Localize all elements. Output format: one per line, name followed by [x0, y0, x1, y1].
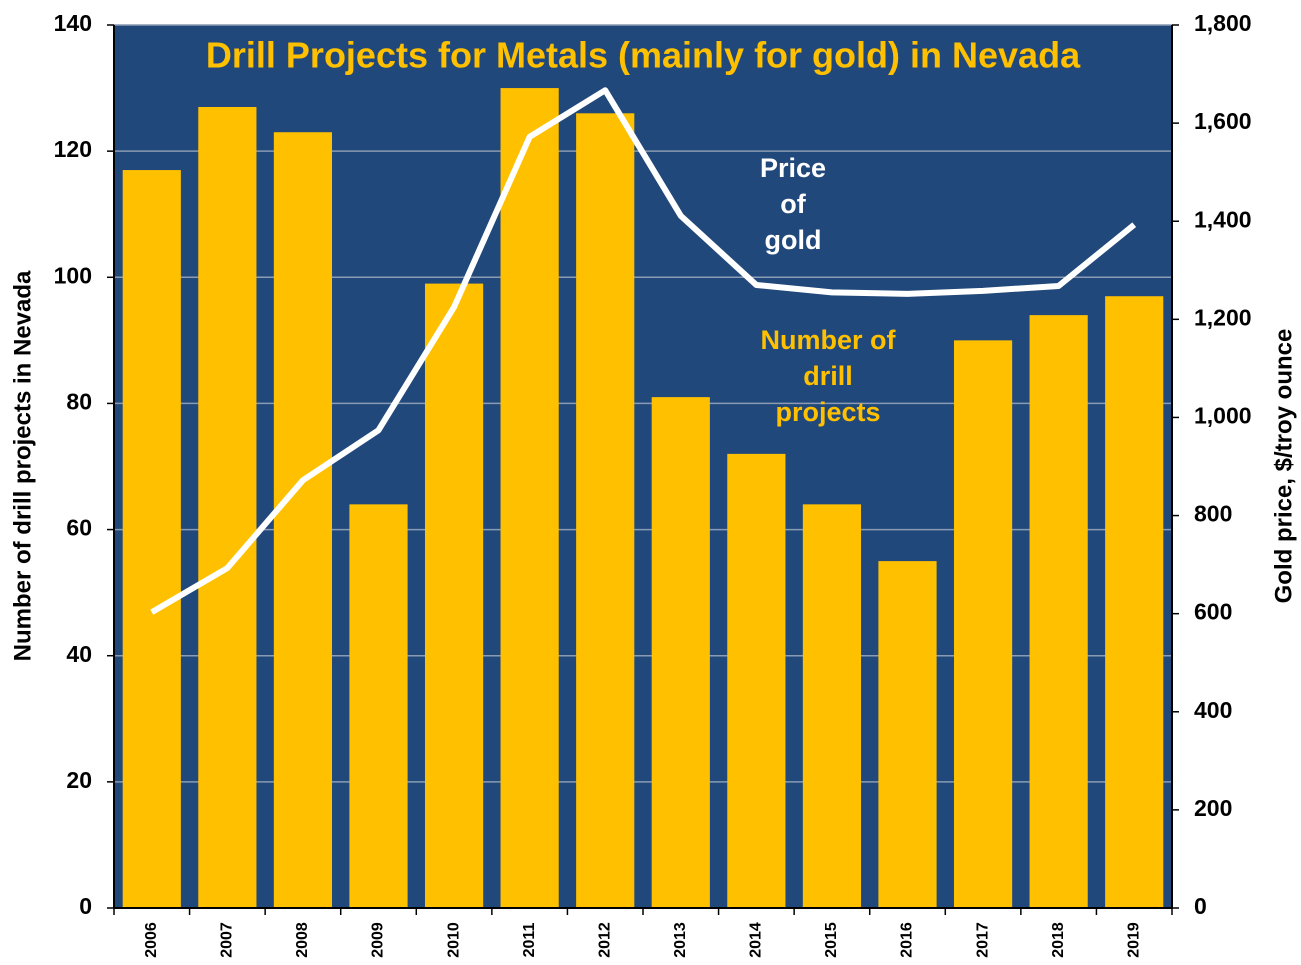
y2-tick-label: 800	[1194, 501, 1232, 527]
annotation: Price	[760, 153, 826, 183]
x-tick-label: 2011	[521, 923, 538, 958]
y-tick-label: 80	[66, 389, 92, 415]
x-tick-label: 2013	[672, 922, 689, 958]
x-tick-label: 2009	[370, 922, 387, 958]
annotation: projects	[775, 397, 880, 427]
x-tick-label: 2012	[596, 922, 613, 958]
bar	[349, 504, 408, 908]
y-axis-label: Number of drill projects in Nevada	[9, 270, 36, 661]
x-tick-label: 2016	[899, 922, 916, 958]
bar	[802, 504, 862, 908]
bar	[953, 340, 1013, 908]
y-tick-label: 120	[54, 136, 92, 162]
x-tick-label: 2006	[143, 922, 160, 958]
y2-tick-label: 200	[1194, 795, 1232, 821]
bar	[500, 88, 559, 909]
x-tick-label: 2015	[823, 922, 840, 958]
bar	[878, 561, 937, 908]
bar	[1029, 315, 1088, 909]
bar	[576, 113, 635, 909]
x-tick-label: 2008	[294, 922, 311, 958]
y-tick-label: 40	[66, 641, 92, 667]
bar	[198, 106, 257, 908]
y2-tick-label: 1,800	[1194, 10, 1252, 36]
annotation: of	[780, 189, 806, 219]
y2-axis-label: Gold price, $/troy ounce	[1270, 329, 1297, 604]
bar	[273, 132, 333, 908]
x-tick-label: 2014	[748, 922, 765, 958]
y-tick-label: 140	[54, 10, 92, 36]
y-tick-label: 100	[54, 262, 92, 288]
y2-tick-label: 1,600	[1194, 108, 1252, 134]
y2-tick-label: 1,200	[1194, 304, 1252, 330]
x-tick-label: 2017	[974, 922, 991, 958]
x-tick-label: 2010	[445, 922, 462, 958]
y2-tick-label: 1,000	[1194, 403, 1252, 429]
plot-layer	[114, 24, 1172, 909]
y-tick-label: 0	[79, 893, 92, 919]
annotation: gold	[765, 225, 822, 255]
y2-tick-label: 0	[1194, 893, 1207, 919]
annotation: drill	[803, 361, 853, 391]
bar	[727, 453, 786, 908]
y2-tick-label: 600	[1194, 599, 1232, 625]
x-tick-label: 2007	[219, 922, 236, 958]
annotation: Number of	[761, 325, 897, 355]
bar	[651, 397, 710, 908]
y2-tick-label: 400	[1194, 697, 1232, 723]
y2-tick-label: 1,400	[1194, 206, 1252, 232]
x-tick-label: 2018	[1050, 922, 1067, 958]
bar	[122, 170, 181, 909]
bar	[424, 283, 484, 908]
x-tick-label: 2019	[1125, 922, 1142, 958]
chart-title: Drill Projects for Metals (mainly for go…	[206, 35, 1081, 76]
bar	[1105, 296, 1164, 908]
y-tick-label: 60	[66, 515, 92, 541]
y-tick-label: 20	[66, 767, 92, 793]
line	[150, 87, 1137, 615]
